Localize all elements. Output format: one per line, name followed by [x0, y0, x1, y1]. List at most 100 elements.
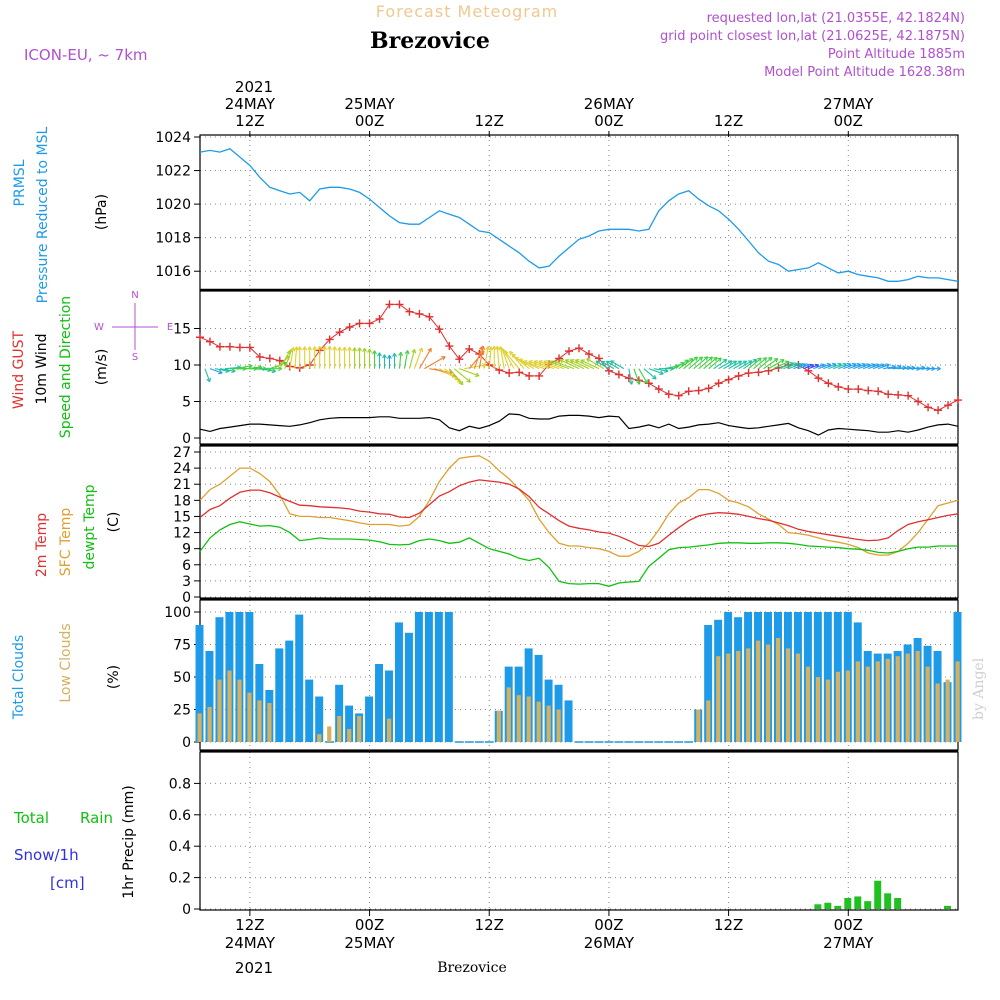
- wind-arrow-head: [533, 360, 538, 365]
- wind-arrow-shaft: [743, 359, 757, 370]
- wind-arrow-shaft: [554, 360, 575, 370]
- wind-arrow-shaft: [643, 368, 657, 380]
- wind-arrow-head: [652, 375, 657, 380]
- y-tick-label: 21: [173, 477, 191, 493]
- low-cloud-bar: [746, 648, 751, 742]
- bottom-hour-label: 00Z: [594, 916, 623, 934]
- wind-arrow-shaft: [653, 368, 669, 372]
- wind-arrow: [698, 356, 713, 370]
- wind-arrow: [569, 359, 590, 370]
- wind-arrow-head: [564, 359, 570, 364]
- wind-arrow: [377, 352, 382, 369]
- y-tick-label: 0: [182, 902, 191, 918]
- gust-marker: [914, 397, 923, 406]
- wind-arrow-head: [347, 346, 353, 351]
- wind-arrow-head: [427, 347, 432, 353]
- low-cloud-bar: [237, 679, 242, 742]
- wind-arrow: [768, 359, 785, 370]
- gust-marker: [405, 307, 414, 316]
- gust-marker: [395, 300, 404, 309]
- wind-arrow-head: [586, 358, 591, 363]
- wind-arrow: [580, 359, 600, 370]
- bottom-date-label: 27MAY: [823, 934, 874, 952]
- total-cloud-bar: [305, 679, 314, 742]
- wind-arrow-shaft: [788, 363, 802, 370]
- wind-arrow-head: [327, 345, 333, 350]
- low-cloud-bar: [536, 701, 541, 742]
- wind-arrow: [693, 356, 709, 370]
- wind-arrow: [444, 368, 462, 384]
- wind-arrow: [322, 345, 328, 369]
- wind-arrow-head: [703, 356, 709, 361]
- gust-marker: [714, 379, 723, 388]
- wind-arrow-head: [441, 356, 446, 361]
- wind-arrow-shaft: [803, 364, 814, 370]
- wind-arrow-head: [628, 380, 634, 385]
- wind-arrow-head: [643, 379, 648, 384]
- gust-marker: [884, 390, 893, 399]
- wind-arrow-shaft: [833, 363, 847, 370]
- gust-marker: [684, 387, 693, 396]
- gust-marker: [584, 350, 593, 359]
- wind-arrow-shaft: [693, 356, 709, 370]
- wind-arrow: [418, 347, 432, 369]
- top-hour-label: 00Z: [355, 112, 384, 130]
- gust-marker: [215, 342, 224, 351]
- wind-arrow-shaft: [448, 368, 464, 386]
- wind-arrow-head: [387, 354, 392, 359]
- wind-arrow-shaft: [453, 368, 471, 383]
- wind-arrow-head: [312, 346, 318, 351]
- low-cloud-bar: [387, 718, 392, 742]
- low-cloud-bar: [805, 666, 811, 742]
- low-cloud-bar: [885, 658, 890, 742]
- wind-arrow: [392, 352, 397, 369]
- wind-arrow: [628, 368, 634, 385]
- watermark: by Angel: [971, 657, 987, 720]
- gust-marker: [924, 403, 933, 412]
- wind-arrow: [763, 358, 779, 370]
- wind-arrow-shaft: [688, 356, 703, 370]
- wind-arrow: [595, 360, 610, 370]
- wind-arrow-head: [569, 359, 575, 364]
- panel-frame: [199, 445, 959, 599]
- wind-arrow-shaft: [783, 363, 798, 370]
- low-cloud-bar: [875, 661, 880, 742]
- wind-arrow-head: [609, 360, 615, 365]
- low-cloud-bar: [756, 640, 761, 742]
- gust-marker: [265, 354, 274, 363]
- wind-arrow: [424, 356, 446, 370]
- gust-marker: [724, 375, 733, 384]
- wind-arrow: [518, 358, 540, 370]
- wind-arrow-shaft: [828, 363, 842, 370]
- wind-arrow-head: [600, 360, 606, 366]
- sfc-temp-line: [199, 455, 959, 557]
- wind-arrow-shaft: [763, 358, 779, 370]
- y-tick-label: 9: [182, 542, 191, 558]
- y-tick-label: 0.4: [169, 839, 191, 855]
- wind-arrow: [504, 350, 520, 370]
- wind-arrow-shaft: [209, 368, 223, 374]
- total-cloud-bar: [424, 612, 433, 742]
- wind-arrow-head: [722, 358, 728, 364]
- low-cloud-bar: [217, 679, 222, 742]
- wind-arrow-shaft: [678, 358, 694, 370]
- wind-arrow: [362, 347, 367, 369]
- bottom-year-label: 2021: [235, 959, 273, 977]
- wind-arrow-shaft: [459, 368, 480, 377]
- wind-arrow-head: [509, 350, 514, 356]
- wind-arrow: [312, 346, 318, 369]
- label-wind-10m: 10m Wind: [34, 333, 50, 404]
- wind-arrow: [357, 347, 362, 369]
- wind-arrow: [553, 360, 575, 370]
- wind-arrow-shaft: [398, 352, 402, 369]
- wind-arrow-shaft: [570, 359, 590, 370]
- wind-arrow-shaft: [575, 359, 595, 370]
- wind-arrow-head: [297, 346, 303, 351]
- wind-arrow-head: [767, 356, 773, 362]
- wind-arrow: [564, 359, 585, 370]
- wind-arrow-shaft: [279, 350, 291, 369]
- total-cloud-bar: [245, 612, 254, 742]
- total-cloud-bar: [534, 654, 543, 742]
- gust-marker: [754, 368, 763, 377]
- gust-marker: [654, 385, 663, 394]
